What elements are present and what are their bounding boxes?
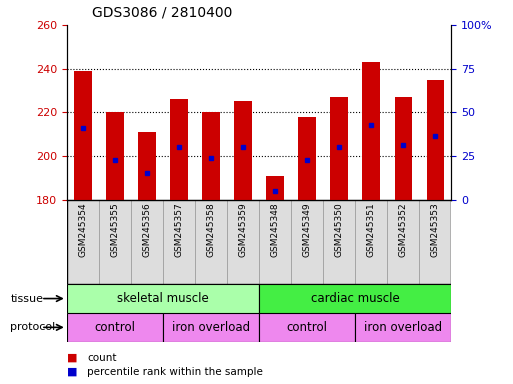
- Text: iron overload: iron overload: [364, 321, 442, 334]
- Bar: [170, 99, 188, 200]
- Bar: [202, 112, 220, 200]
- Bar: [299, 117, 316, 200]
- Bar: [234, 101, 252, 200]
- Text: protocol: protocol: [10, 322, 55, 333]
- Bar: [67, 200, 98, 284]
- Bar: [74, 71, 91, 200]
- Text: GSM245352: GSM245352: [399, 202, 408, 257]
- Bar: [67, 313, 163, 342]
- Text: count: count: [87, 353, 117, 362]
- Text: GSM245357: GSM245357: [174, 202, 184, 257]
- Text: control: control: [94, 321, 135, 334]
- Bar: [163, 200, 195, 284]
- Text: GSM245351: GSM245351: [367, 202, 376, 257]
- Text: cardiac muscle: cardiac muscle: [311, 292, 400, 305]
- Text: GSM245354: GSM245354: [78, 202, 87, 257]
- Bar: [98, 200, 131, 284]
- Bar: [355, 313, 451, 342]
- Bar: [259, 200, 291, 284]
- Bar: [259, 313, 355, 342]
- Text: tissue: tissue: [10, 293, 43, 304]
- Text: GSM245359: GSM245359: [239, 202, 248, 257]
- Text: GSM245353: GSM245353: [431, 202, 440, 257]
- Text: control: control: [287, 321, 328, 334]
- Bar: [106, 112, 124, 200]
- Bar: [195, 200, 227, 284]
- Bar: [259, 284, 451, 313]
- Text: skeletal muscle: skeletal muscle: [117, 292, 209, 305]
- Text: iron overload: iron overload: [172, 321, 250, 334]
- Text: GSM245355: GSM245355: [110, 202, 120, 257]
- Bar: [163, 313, 259, 342]
- Bar: [363, 62, 380, 200]
- Bar: [355, 200, 387, 284]
- Bar: [330, 97, 348, 200]
- Text: GSM245356: GSM245356: [142, 202, 151, 257]
- Bar: [138, 132, 155, 200]
- Text: GSM245348: GSM245348: [270, 202, 280, 257]
- Text: ■: ■: [67, 367, 77, 377]
- Text: percentile rank within the sample: percentile rank within the sample: [87, 367, 263, 377]
- Bar: [394, 97, 412, 200]
- Bar: [131, 200, 163, 284]
- Bar: [387, 200, 420, 284]
- Text: ■: ■: [67, 353, 77, 362]
- Text: GSM245350: GSM245350: [334, 202, 344, 257]
- Bar: [420, 200, 451, 284]
- Bar: [291, 200, 323, 284]
- Text: GDS3086 / 2810400: GDS3086 / 2810400: [92, 5, 233, 19]
- Bar: [67, 284, 259, 313]
- Text: GSM245349: GSM245349: [303, 202, 312, 257]
- Bar: [323, 200, 355, 284]
- Bar: [266, 175, 284, 200]
- Bar: [227, 200, 259, 284]
- Bar: [427, 79, 444, 200]
- Text: GSM245358: GSM245358: [206, 202, 215, 257]
